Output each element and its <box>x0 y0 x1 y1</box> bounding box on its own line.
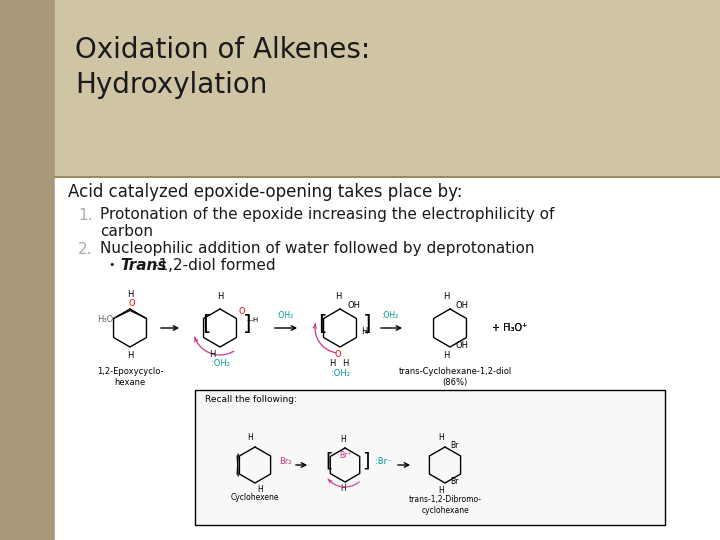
Text: Br⁺: Br⁺ <box>338 450 351 460</box>
Text: [: [ <box>202 314 211 334</box>
Text: •: • <box>108 260 114 270</box>
Bar <box>55 177 720 540</box>
Text: Recall the following:: Recall the following: <box>205 395 297 404</box>
Bar <box>55 0 720 175</box>
Text: Cyclohexene: Cyclohexene <box>230 493 279 502</box>
Text: Nucleophilic addition of water followed by deprotonation: Nucleophilic addition of water followed … <box>100 241 534 256</box>
Bar <box>0 0 55 540</box>
Text: H: H <box>438 486 444 495</box>
Text: 1.: 1. <box>78 207 92 222</box>
Text: ]: ] <box>362 451 369 470</box>
Text: [: [ <box>318 314 327 334</box>
Text: OH: OH <box>456 341 469 350</box>
Text: H: H <box>329 359 336 368</box>
Text: 2.: 2. <box>78 241 92 256</box>
Text: :OH₂: :OH₂ <box>276 311 294 320</box>
Text: -1,2-diol formed: -1,2-diol formed <box>153 258 276 273</box>
Text: :OH₂: :OH₂ <box>210 359 230 368</box>
Text: Br: Br <box>450 442 459 450</box>
Text: :Br⁻: :Br⁻ <box>375 457 392 467</box>
Text: H: H <box>340 435 346 444</box>
Text: OH: OH <box>456 301 469 310</box>
Text: trans-1,2-Dibromo-
cyclohexane: trans-1,2-Dibromo- cyclohexane <box>408 495 482 515</box>
Text: H: H <box>443 292 449 301</box>
Text: Hydroxylation: Hydroxylation <box>75 71 267 99</box>
Text: :OH₂: :OH₂ <box>382 311 399 320</box>
Text: H: H <box>340 484 346 493</box>
Text: O: O <box>238 307 245 316</box>
Text: O: O <box>129 299 135 307</box>
Text: + H₃O⁺: + H₃O⁺ <box>492 323 527 333</box>
Text: carbon: carbon <box>100 225 153 240</box>
Text: Br₂: Br₂ <box>279 457 292 467</box>
Text: H: H <box>335 292 341 301</box>
Text: ]: ] <box>363 314 372 334</box>
Text: + Π₃O⁺: + Π₃O⁺ <box>492 323 527 333</box>
Text: H: H <box>209 350 215 359</box>
Text: —H: —H <box>246 318 258 323</box>
Text: H: H <box>361 327 367 336</box>
Text: OH: OH <box>348 301 361 310</box>
Text: H: H <box>443 351 449 360</box>
Text: H: H <box>127 351 133 360</box>
Text: H: H <box>257 485 263 494</box>
Text: H₃O⁺: H₃O⁺ <box>98 315 118 325</box>
Text: Acid catalyzed epoxide-opening takes place by:: Acid catalyzed epoxide-opening takes pla… <box>68 183 462 201</box>
Text: H: H <box>438 433 444 442</box>
Text: Trans: Trans <box>120 258 166 273</box>
Text: 1,2-Epoxycyclo-
hexane: 1,2-Epoxycyclo- hexane <box>96 367 163 387</box>
Text: H: H <box>217 292 223 301</box>
Text: O: O <box>335 350 341 359</box>
Text: Br: Br <box>450 477 459 487</box>
Bar <box>195 390 665 525</box>
Text: [: [ <box>325 451 333 470</box>
Text: H: H <box>342 359 348 368</box>
Text: trans-Cyclohexane-1,2-diol
(86%): trans-Cyclohexane-1,2-diol (86%) <box>398 367 512 387</box>
Text: :OH₂: :OH₂ <box>330 369 349 378</box>
Text: ]: ] <box>243 314 251 334</box>
Text: Protonation of the epoxide increasing the electrophilicity of: Protonation of the epoxide increasing th… <box>100 207 554 222</box>
Text: Oxidation of Alkenes:: Oxidation of Alkenes: <box>75 36 370 64</box>
Text: H: H <box>127 290 133 299</box>
Text: H: H <box>247 433 253 442</box>
